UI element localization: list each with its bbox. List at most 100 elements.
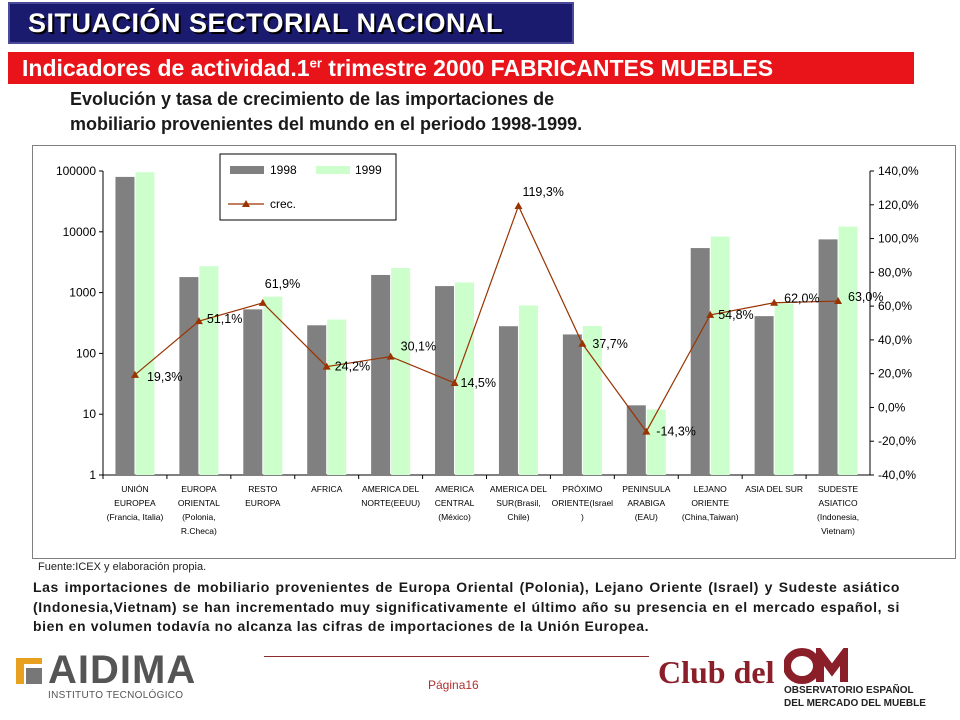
bar-1999 <box>199 266 219 475</box>
legend-swatch-1999 <box>316 166 350 174</box>
growth-data-label: 119,3% <box>522 185 563 199</box>
growth-data-label: 37,7% <box>592 337 627 351</box>
y-left-tick-label: 10000 <box>63 225 97 239</box>
x-tick-label: NORTE(EEUU) <box>361 498 420 508</box>
growth-marker <box>322 362 331 370</box>
x-tick-label: ASIA DEL SUR <box>745 484 803 494</box>
subtitle-banner: Indicadores de actividad.1er trimestre 2… <box>8 52 914 84</box>
title-banner: SITUACIÓN SECTORIAL NACIONAL <box>8 2 574 44</box>
legend-label-crec: crec. <box>270 197 296 211</box>
x-tick-label: AMERICA <box>435 484 474 494</box>
x-tick-label: R.Checa) <box>181 526 217 536</box>
growth-marker <box>258 298 267 306</box>
x-tick-label: PENINSULA <box>622 484 671 494</box>
y-left-tick-label: 1000 <box>69 286 96 300</box>
om-line1: OBSERVATORIO ESPAÑOL <box>784 685 914 696</box>
x-tick-label: ) <box>581 512 584 522</box>
bar-1999 <box>710 236 730 475</box>
legend-label-1998: 1998 <box>270 163 297 177</box>
y-right-tick-label: 20,0% <box>878 367 912 381</box>
aidima-logo: AIDIMA INSTITUTO TECNOLÓGICO <box>14 648 195 704</box>
x-tick-label: LEJANO <box>694 484 727 494</box>
growth-marker <box>386 352 395 360</box>
y-right-tick-label: 0,0% <box>878 400 906 414</box>
chart-heading-line2: mobiliario provenientes del mundo en el … <box>70 114 583 134</box>
growth-data-label: 51,1% <box>207 312 242 326</box>
growth-marker <box>514 201 523 209</box>
bar-1999 <box>327 319 347 475</box>
page-title: SITUACIÓN SECTORIAL NACIONAL <box>28 8 504 38</box>
y-right-tick-label: 100,0% <box>878 232 919 246</box>
growth-data-label: 19,3% <box>147 370 182 384</box>
x-tick-label: EUROPA <box>181 484 217 494</box>
bar-1998 <box>371 274 391 475</box>
club-label: Club del <box>658 654 775 690</box>
x-tick-label: ASIATICO <box>819 498 858 508</box>
x-tick-label: EUROPEA <box>114 498 156 508</box>
bar-1998 <box>307 325 327 475</box>
x-tick-label: RESTO <box>248 484 278 494</box>
growth-marker <box>578 339 587 347</box>
x-tick-label: SUR(Brasil, <box>496 498 540 508</box>
om-line2: DEL MERCADO DEL MUEBLE <box>784 698 926 709</box>
aidima-name: AIDIMA <box>48 648 197 692</box>
growth-marker <box>706 310 715 318</box>
bar-1998 <box>818 239 838 475</box>
bar-1998 <box>626 405 646 475</box>
x-tick-label: AFRICA <box>311 484 343 494</box>
bar-1998 <box>179 277 199 475</box>
bar-1999 <box>391 267 411 475</box>
growth-data-label: -14,3% <box>656 425 696 439</box>
growth-data-label: 14,5% <box>461 376 496 390</box>
x-tick-label: (China,Taiwan) <box>682 512 739 522</box>
bar-1999 <box>646 409 666 475</box>
x-tick-label: (Polonia, <box>182 512 216 522</box>
bar-1998 <box>754 316 774 475</box>
bar-1998 <box>562 334 582 475</box>
growth-marker <box>194 317 203 325</box>
chart-heading: Evolución y tasa de crecimiento de las i… <box>70 87 830 137</box>
growth-data-label: 30,1% <box>401 340 436 354</box>
x-tick-label: UNIÓN <box>121 484 148 494</box>
growth-marker <box>450 378 459 386</box>
bar-1998 <box>435 286 455 475</box>
growth-line <box>134 204 839 433</box>
growth-marker <box>130 370 139 378</box>
om-logo-icon <box>784 648 848 684</box>
growth-data-label: 54,8% <box>718 308 753 322</box>
x-tick-label: AMERICA DEL <box>490 484 547 494</box>
bar-1999 <box>518 305 538 475</box>
y-right-tick-label: -20,0% <box>878 434 916 448</box>
x-tick-label: ORIENTAL <box>178 498 220 508</box>
x-tick-label: Chile) <box>507 512 529 522</box>
footer-divider <box>264 656 649 657</box>
x-tick-label: EUROPA <box>245 498 281 508</box>
y-right-tick-label: 40,0% <box>878 333 912 347</box>
x-tick-label: ORIENTE(Israel <box>552 498 614 508</box>
y-left-tick-label: 100000 <box>56 164 96 178</box>
x-tick-label: Vietnam) <box>821 526 855 536</box>
bar-1999 <box>838 226 858 475</box>
growth-marker <box>770 298 779 306</box>
x-tick-label: (EAU) <box>635 512 658 522</box>
bar-1999 <box>455 282 475 475</box>
y-right-tick-label: 80,0% <box>878 265 912 279</box>
subtitle-prefix: Indicadores de actividad.1 <box>22 55 310 81</box>
legend-marker-crec <box>242 200 250 207</box>
legend-box <box>219 153 397 221</box>
y-right-tick-label: 60,0% <box>878 299 912 313</box>
bar-1999 <box>774 303 794 475</box>
bar-1998 <box>690 248 710 475</box>
x-tick-label: AMERICA DEL <box>362 484 419 494</box>
x-tick-label: ORIENTE <box>691 498 729 508</box>
growth-data-label: 61,9% <box>265 277 300 291</box>
subtitle-superscript: er <box>309 55 322 71</box>
legend-label-1999: 1999 <box>355 163 382 177</box>
source-note: Fuente:ICEX y elaboración propia. <box>38 561 207 573</box>
x-tick-label: PRÓXIMO <box>562 484 603 494</box>
subtitle-suffix: trimestre 2000 FABRICANTES MUEBLES <box>321 55 774 81</box>
bar-1998 <box>243 309 263 475</box>
growth-data-label: 63,0% <box>848 290 883 304</box>
bar-1998 <box>115 176 135 475</box>
x-tick-label: CENTRAL <box>435 498 475 508</box>
